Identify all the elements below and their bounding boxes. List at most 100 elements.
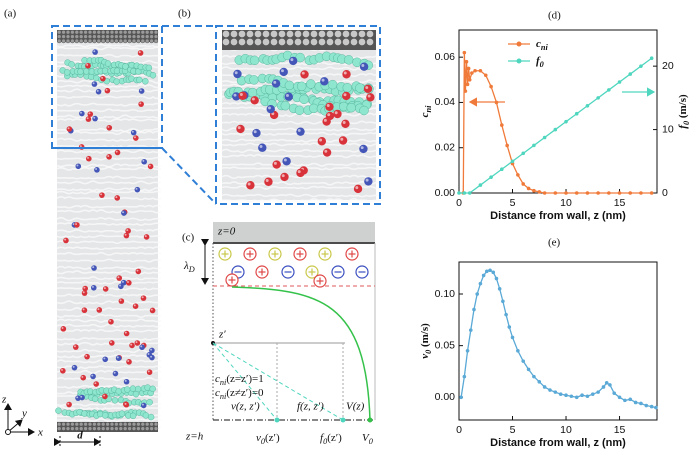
wall-atom: [57, 426, 62, 431]
water-texture: [56, 187, 162, 192]
ion: [359, 144, 368, 154]
water-texture: [56, 209, 162, 214]
ion: [280, 172, 289, 182]
wall-atom: [358, 30, 366, 38]
ion: [246, 181, 255, 190]
ion: [317, 137, 327, 146]
ion-highlight: [281, 174, 285, 178]
label-part: v: [256, 432, 261, 444]
y-axis-label: v0 (m/s): [419, 323, 434, 359]
ion: [135, 268, 142, 275]
wall-atom: [92, 30, 97, 35]
water-texture: [56, 307, 162, 312]
ion-highlight: [237, 126, 241, 130]
surfactant-bead: [306, 79, 316, 89]
surfactant-bead: [134, 385, 142, 393]
wall-atom: [136, 426, 141, 431]
surfactant-bead: [77, 68, 84, 75]
ion: [104, 87, 111, 94]
subscript: 0: [540, 60, 544, 69]
data-point: [466, 66, 471, 71]
wall-atom: [140, 422, 145, 427]
ion-highlight: [139, 102, 142, 105]
wall-atom: [83, 426, 88, 431]
label-part: (z′): [265, 432, 280, 444]
water-texture: [56, 265, 162, 270]
x-tick-label: 5: [510, 197, 516, 209]
wall-atom: [278, 38, 286, 46]
label: v0(z′): [256, 432, 280, 447]
ion: [123, 330, 130, 337]
y2-tick-label: 0: [662, 187, 668, 199]
legend-label: f0: [536, 55, 544, 70]
ion-highlight: [150, 348, 153, 351]
ion: [138, 88, 145, 94]
label-part: (m/s): [677, 94, 689, 121]
ion: [80, 374, 87, 381]
series-line: [462, 52, 652, 194]
wall-atom: [65, 34, 71, 39]
ion: [91, 81, 98, 87]
zoom-connector: [161, 147, 217, 205]
ion: [137, 50, 144, 56]
ion-highlight: [86, 63, 89, 66]
wall-atom: [109, 30, 115, 35]
ion-highlight: [76, 396, 79, 399]
data-point: [457, 191, 461, 195]
f0-point: [340, 417, 346, 423]
data-point: [473, 68, 477, 73]
label-part: c: [419, 112, 431, 117]
wall-atom: [105, 422, 110, 427]
v-profile: [212, 342, 278, 421]
ion: [342, 91, 351, 101]
data-point: [574, 395, 579, 400]
ion-highlight: [88, 112, 91, 115]
wall-atom: [118, 426, 123, 431]
wall-label: z=0: [217, 226, 236, 238]
subscript: D: [188, 265, 195, 274]
wall-atom: [101, 34, 106, 39]
ion: [296, 168, 305, 178]
wall-atom: [294, 30, 302, 38]
wall-atom: [79, 38, 84, 44]
surfactant-bead: [104, 60, 112, 67]
ion: [364, 177, 373, 186]
z-prime-label: z′: [218, 329, 226, 341]
ion: [79, 110, 85, 117]
surfactant-bead: [101, 412, 109, 419]
plot-frame: [458, 29, 658, 194]
wall-atom: [131, 422, 137, 427]
ion: [96, 307, 103, 313]
ion-highlight: [117, 276, 120, 279]
ion: [282, 157, 291, 166]
wall-atom: [65, 422, 71, 427]
ion-highlight: [80, 395, 83, 398]
ion-highlight: [144, 235, 147, 238]
ion-highlight: [80, 111, 83, 114]
wall-atom: [61, 34, 66, 39]
ion-highlight: [119, 299, 122, 302]
wall-atom: [109, 422, 115, 427]
surfactant-bead: [124, 386, 131, 393]
data-point: [649, 404, 654, 409]
ion-highlight: [105, 88, 108, 91]
v0-point: [274, 417, 280, 423]
wall-atom: [61, 426, 66, 431]
ion-highlight: [72, 365, 75, 368]
wall-atom: [109, 34, 115, 39]
ion: [102, 286, 109, 292]
wall-atom: [96, 30, 101, 35]
ion: [75, 163, 82, 170]
wall-atom: [136, 34, 141, 39]
wall-atom: [145, 426, 150, 431]
data-point: [574, 191, 579, 195]
data-point: [537, 379, 542, 384]
wall-atom: [358, 38, 366, 46]
data-point: [462, 50, 467, 55]
ion-highlight: [61, 327, 64, 329]
ion: [99, 192, 105, 198]
label: cni(z=z′)=1: [215, 373, 264, 388]
data-point: [628, 72, 633, 76]
ion: [129, 342, 135, 349]
data-point: [478, 183, 483, 187]
